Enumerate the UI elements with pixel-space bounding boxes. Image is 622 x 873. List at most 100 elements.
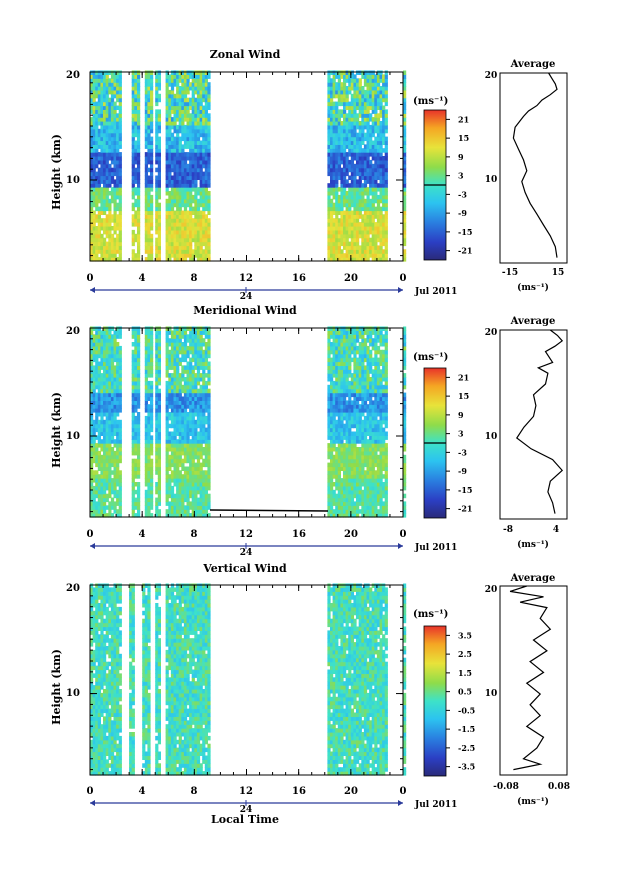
heatmap-cell (366, 148, 370, 153)
heatmap-cell (118, 509, 122, 514)
heatmap-cell (374, 78, 378, 83)
heatmap-cell (150, 257, 154, 262)
heatmap-cell (376, 132, 381, 138)
heatmap-cell (157, 121, 161, 126)
heatmap-cell (379, 156, 383, 161)
heatmap-cell (207, 392, 211, 398)
heatmap-cell (327, 342, 331, 347)
heatmap-cell (165, 210, 169, 215)
heatmap-cell (384, 101, 388, 107)
heatmap-cell (337, 489, 341, 495)
heatmap-cell (204, 82, 208, 87)
heatmap-cell (90, 388, 94, 394)
heatmap-cell (330, 462, 334, 468)
heatmap-cell (384, 78, 388, 83)
average-panel: Average 20 10 -15 15 (ms⁻¹) (485, 59, 568, 293)
heatmap-cell (173, 191, 177, 196)
heatmap-cell (363, 249, 368, 254)
heatmap-cell (113, 474, 117, 479)
heatmap-cell (327, 86, 331, 91)
heatmap-cell (110, 171, 115, 177)
heatmap-cell (196, 489, 201, 495)
heatmap-cell (173, 353, 177, 359)
heatmap-cell (155, 253, 159, 258)
heatmap-cell (170, 349, 175, 355)
heatmap-cell (330, 175, 334, 180)
heatmap-cell (144, 86, 148, 91)
heatmap-cell (374, 148, 378, 153)
heatmap-cell (330, 501, 334, 506)
heatmap-cell (194, 249, 198, 254)
heatmap-cell (348, 86, 352, 91)
heatmap-cell (191, 229, 195, 235)
heatmap-cell (170, 210, 175, 215)
heatmap-cell (204, 226, 208, 231)
heatmap-cell (97, 187, 101, 192)
heatmap-cell (176, 183, 180, 188)
heatmap-cell (92, 93, 96, 99)
heatmap-cell (97, 136, 101, 142)
heatmap-cell (131, 470, 135, 475)
heatmap-cell (90, 513, 94, 518)
heatmap-cell (103, 435, 107, 440)
heatmap-cell (340, 404, 344, 409)
heatmap-cell (189, 330, 193, 335)
heatmap-cell (196, 70, 201, 75)
heatmap-cell (330, 342, 334, 347)
heatmap-cell (356, 93, 360, 99)
heatmap-cell (92, 163, 96, 169)
heatmap-cell (332, 121, 336, 126)
heatmap-cell (191, 509, 195, 514)
heatmap-cell (332, 330, 336, 335)
heatmap-cell (191, 513, 195, 518)
heatmap-cell (157, 128, 161, 134)
heatmap-cell (191, 349, 195, 355)
heatmap-cell (340, 419, 344, 425)
heatmap-cell (155, 384, 159, 390)
heatmap-cell (103, 501, 107, 506)
heatmap-cell (194, 202, 198, 208)
heatmap-cell (204, 206, 208, 212)
heatmap-cell (108, 384, 112, 390)
heatmap-cell (330, 489, 334, 495)
heatmap-cell (95, 369, 99, 374)
heatmap-cell (150, 70, 154, 75)
heatmap-cell (332, 249, 336, 254)
heatmap-cell (173, 163, 177, 169)
heatmap-cell (95, 509, 99, 514)
heatmap-cell (118, 222, 122, 227)
heatmap-cell (181, 377, 185, 382)
heatmap-cell (379, 226, 383, 231)
heatmap-cell (97, 369, 101, 374)
heatmap-cell (194, 392, 198, 398)
heatmap-cell (348, 233, 352, 239)
heatmap-cell (105, 447, 109, 452)
heatmap-cell (157, 489, 161, 495)
heatmap-cell (343, 179, 347, 184)
heatmap-cell (330, 485, 334, 491)
heatmap-cell (199, 148, 203, 153)
heatmap-cell (204, 400, 208, 405)
heatmap-cell (168, 206, 172, 212)
heatmap-cell (144, 175, 148, 180)
heatmap-cell (379, 105, 383, 110)
heatmap-cell (100, 482, 104, 487)
heatmap-cell (207, 462, 211, 468)
heatmap-cell (110, 218, 115, 223)
heatmap-cell (340, 400, 344, 405)
heatmap-cell (327, 253, 331, 258)
heatmap-cell (207, 218, 211, 223)
heatmap-cell (183, 237, 188, 243)
heatmap-cell (345, 338, 349, 343)
heatmap-cell (189, 408, 193, 413)
heatmap-cell (330, 369, 334, 374)
heatmap-cell (165, 330, 169, 335)
heatmap-cell (343, 175, 347, 180)
heatmap-cell (103, 226, 107, 231)
heatmap-cell (103, 365, 107, 370)
heatmap-cell (337, 74, 341, 79)
heatmap-cell (137, 105, 141, 110)
heatmap-cell (100, 373, 104, 378)
heatmap-cell (137, 113, 141, 118)
heatmap-cell (110, 388, 115, 394)
